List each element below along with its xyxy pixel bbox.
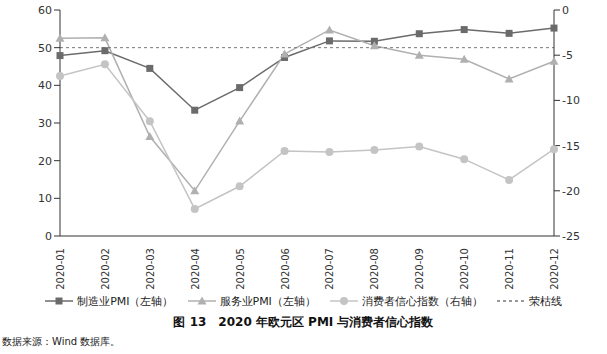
svg-text:60: 60 bbox=[38, 4, 52, 17]
svg-text:20: 20 bbox=[38, 155, 52, 168]
svg-text:2020-04: 2020-04 bbox=[190, 248, 201, 290]
html-text:图 13 2020 年欧元区 PMI 与消费者信心指数: 图 13 2020 年欧元区 PMI 与消费者信心指数 bbox=[173, 315, 434, 329]
svg-text:40: 40 bbox=[38, 79, 52, 92]
svg-text:10: 10 bbox=[38, 192, 52, 205]
svg-text:2020-03: 2020-03 bbox=[145, 248, 156, 290]
svg-text:-25: -25 bbox=[562, 230, 580, 243]
svg-text:30: 30 bbox=[38, 117, 52, 130]
svg-text:2020-05: 2020-05 bbox=[235, 248, 246, 290]
svg-text:2020-02: 2020-02 bbox=[100, 248, 111, 290]
svg-text:2020-08: 2020-08 bbox=[369, 248, 380, 290]
html-text:服务业PMI（左轴）: 服务业PMI（左轴） bbox=[219, 294, 316, 308]
svg-text:0: 0 bbox=[562, 4, 569, 17]
svg-text:2020-07: 2020-07 bbox=[324, 248, 335, 290]
svg-text:-15: -15 bbox=[562, 140, 580, 153]
svg-text:-20: -20 bbox=[562, 185, 580, 198]
svg-text:2020-10: 2020-10 bbox=[459, 248, 470, 290]
svg-text:2020-01: 2020-01 bbox=[55, 248, 66, 290]
svg-text:2020-11: 2020-11 bbox=[504, 248, 515, 290]
svg-text:2020-09: 2020-09 bbox=[414, 248, 425, 290]
html-text:荣枯线: 荣枯线 bbox=[528, 294, 562, 308]
svg-text:-5: -5 bbox=[562, 49, 573, 62]
html-text:制造业PMI（左轴）: 制造业PMI（左轴） bbox=[77, 294, 174, 308]
svg-text:2020-06: 2020-06 bbox=[280, 248, 291, 290]
svg-text:-10: -10 bbox=[562, 94, 580, 107]
html-text:消费者信心指数（右轴）: 消费者信心指数（右轴） bbox=[361, 294, 483, 308]
svg-text:2020-12: 2020-12 bbox=[549, 248, 560, 290]
html-text:数据来源：Wind 数据库。: 数据来源：Wind 数据库。 bbox=[2, 336, 121, 347]
svg-text:0: 0 bbox=[45, 230, 52, 243]
svg-text:50: 50 bbox=[38, 42, 52, 55]
